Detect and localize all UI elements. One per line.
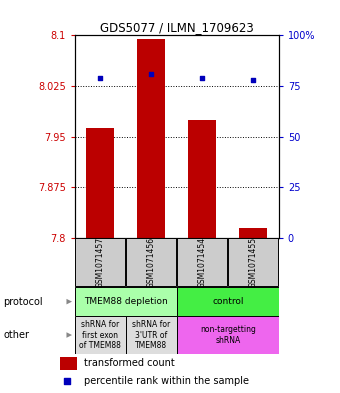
Bar xyxy=(177,316,279,354)
Point xyxy=(251,77,256,83)
Text: control: control xyxy=(212,297,243,306)
Text: TMEM88 depletion: TMEM88 depletion xyxy=(84,297,168,306)
Bar xyxy=(137,39,165,238)
Title: GDS5077 / ILMN_1709623: GDS5077 / ILMN_1709623 xyxy=(100,21,254,34)
Bar xyxy=(239,228,267,238)
Text: GSM1071456: GSM1071456 xyxy=(147,237,156,288)
Bar xyxy=(75,238,125,286)
Text: shRNA for
3'UTR of
TMEM88: shRNA for 3'UTR of TMEM88 xyxy=(132,320,170,350)
Bar xyxy=(126,316,177,354)
Bar xyxy=(228,238,278,286)
Bar xyxy=(177,238,227,286)
Text: GSM1071457: GSM1071457 xyxy=(96,237,105,288)
Point xyxy=(98,75,103,81)
Bar xyxy=(177,287,279,316)
Text: protocol: protocol xyxy=(3,297,43,307)
Text: transformed count: transformed count xyxy=(84,358,175,368)
Bar xyxy=(60,357,77,369)
Point xyxy=(200,75,205,81)
Text: GSM1071455: GSM1071455 xyxy=(249,237,258,288)
Bar xyxy=(126,238,176,286)
Bar xyxy=(75,287,177,316)
Bar xyxy=(75,316,126,354)
Point xyxy=(149,71,154,77)
Point xyxy=(65,378,70,384)
Text: GSM1071454: GSM1071454 xyxy=(198,237,207,288)
Bar xyxy=(86,128,114,238)
Text: shRNA for
first exon
of TMEM88: shRNA for first exon of TMEM88 xyxy=(79,320,121,350)
Text: percentile rank within the sample: percentile rank within the sample xyxy=(84,376,249,386)
Text: other: other xyxy=(3,330,29,340)
Text: non-targetting
shRNA: non-targetting shRNA xyxy=(200,325,256,345)
Bar xyxy=(188,120,216,238)
